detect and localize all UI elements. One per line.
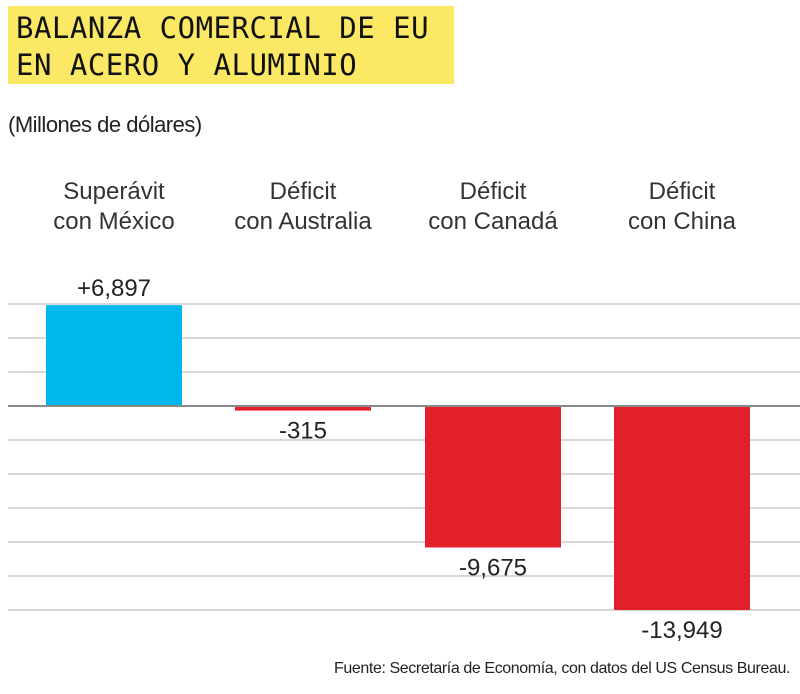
data-label: -13,949 — [641, 617, 722, 644]
source-note: Fuente: Secretaría de Economía, con dato… — [334, 660, 790, 677]
title-line-2: EN ACERO Y ALUMINIO — [16, 48, 358, 82]
title-line-1: BALANZA COMERCIAL DE EU — [16, 11, 430, 45]
category-label: Superávit — [63, 178, 165, 205]
category-label: Déficit — [649, 178, 716, 205]
category-label: con México — [53, 208, 174, 235]
category-label: con China — [628, 208, 737, 235]
chart-title: BALANZA COMERCIAL DE EU EN ACERO Y ALUMI… — [8, 6, 454, 84]
bar-0 — [46, 305, 182, 406]
category-label: con Australia — [234, 208, 372, 235]
category-label: con Canadá — [428, 208, 558, 235]
data-label: +6,897 — [77, 275, 151, 302]
category-label: Déficit — [270, 178, 337, 205]
data-label: -9,675 — [459, 554, 527, 581]
category-label: Déficit — [460, 178, 527, 205]
data-label: -315 — [279, 418, 327, 445]
bar-3 — [614, 406, 750, 610]
bar-2 — [425, 406, 561, 548]
bar-1 — [235, 406, 371, 411]
chart-subtitle: (Millones de dólares) — [8, 112, 202, 137]
